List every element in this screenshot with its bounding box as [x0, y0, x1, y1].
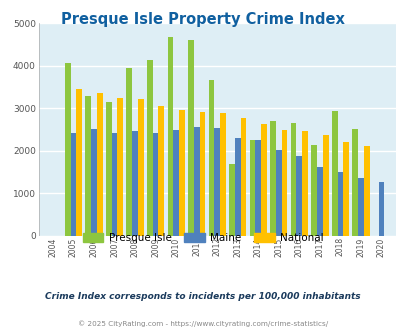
Bar — [331, 111, 337, 236]
Text: Presque Isle Property Crime Index: Presque Isle Property Crime Index — [61, 12, 344, 26]
Bar — [179, 110, 184, 236]
Bar — [147, 60, 152, 236]
Bar — [76, 89, 82, 236]
Text: Crime Index corresponds to incidents per 100,000 inhabitants: Crime Index corresponds to incidents per… — [45, 292, 360, 301]
Bar — [311, 145, 316, 236]
Bar — [152, 133, 158, 236]
Bar — [234, 139, 240, 236]
Bar — [343, 142, 348, 236]
Legend: Presque Isle, Maine, National: Presque Isle, Maine, National — [78, 229, 327, 247]
Text: © 2025 CityRating.com - https://www.cityrating.com/crime-statistics/: © 2025 CityRating.com - https://www.city… — [78, 321, 327, 327]
Bar — [228, 164, 234, 236]
Bar — [316, 167, 322, 236]
Bar — [138, 99, 143, 236]
Bar — [363, 146, 369, 236]
Bar — [378, 182, 384, 236]
Bar — [193, 127, 199, 236]
Bar — [249, 140, 255, 236]
Bar — [260, 123, 266, 236]
Bar — [158, 106, 164, 236]
Bar — [220, 113, 225, 236]
Bar — [337, 172, 343, 236]
Bar — [214, 128, 220, 236]
Bar — [352, 129, 357, 236]
Bar — [173, 130, 179, 236]
Bar — [322, 135, 328, 236]
Bar — [167, 37, 173, 236]
Bar — [290, 123, 296, 236]
Bar — [97, 93, 102, 236]
Bar — [106, 102, 111, 236]
Bar — [269, 121, 275, 236]
Bar — [117, 98, 123, 236]
Bar — [281, 130, 287, 236]
Bar — [275, 150, 281, 236]
Bar — [357, 178, 363, 236]
Bar — [208, 80, 214, 236]
Bar — [70, 133, 76, 236]
Bar — [132, 131, 138, 236]
Bar — [111, 133, 117, 236]
Bar — [65, 63, 70, 236]
Bar — [296, 156, 301, 236]
Bar — [255, 140, 260, 236]
Bar — [85, 96, 91, 236]
Bar — [188, 40, 193, 236]
Bar — [91, 129, 97, 236]
Bar — [126, 68, 132, 236]
Bar — [240, 118, 246, 236]
Bar — [301, 131, 307, 236]
Bar — [199, 112, 205, 236]
